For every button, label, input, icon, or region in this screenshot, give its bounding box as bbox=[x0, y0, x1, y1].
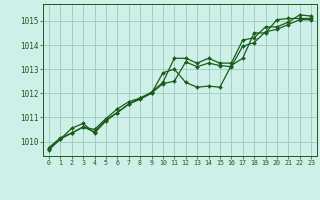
Text: Graphe pression niveau de la mer (hPa): Graphe pression niveau de la mer (hPa) bbox=[48, 183, 272, 193]
